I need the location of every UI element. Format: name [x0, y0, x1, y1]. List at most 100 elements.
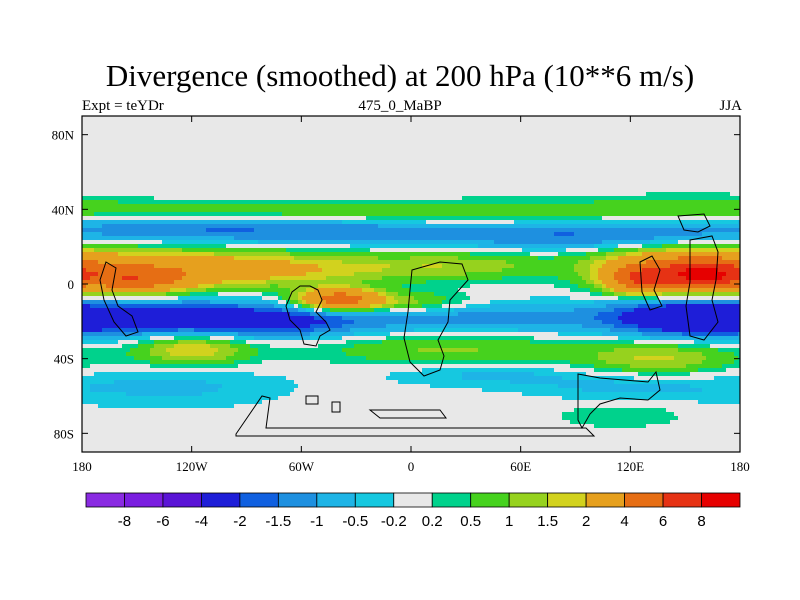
field-cell — [434, 176, 439, 181]
field-cell — [282, 212, 287, 217]
field-cell — [558, 224, 563, 229]
field-cell — [306, 204, 311, 209]
field-cell — [210, 212, 215, 217]
field-cell — [102, 140, 107, 145]
field-cell — [590, 116, 595, 121]
field-cell — [418, 132, 423, 137]
field-cell — [410, 192, 415, 197]
field-cell — [422, 188, 427, 193]
field-cell — [474, 172, 479, 177]
field-cell — [326, 204, 331, 209]
field-cell — [118, 220, 123, 225]
field-cell — [362, 184, 367, 189]
field-cell — [466, 224, 471, 229]
field-cell — [606, 120, 611, 125]
field-cell — [274, 216, 279, 221]
field-cell — [154, 132, 159, 137]
field-cell — [374, 156, 379, 161]
field-cell — [118, 228, 123, 233]
field-cell — [130, 196, 135, 201]
field-cell — [594, 188, 599, 193]
field-cell — [282, 204, 287, 209]
field-cell — [106, 192, 111, 197]
field-cell — [186, 208, 191, 213]
field-cell — [690, 148, 695, 153]
field-cell — [190, 188, 195, 193]
field-cell — [434, 232, 439, 237]
field-cell — [482, 196, 487, 201]
field-cell — [234, 236, 239, 241]
field-cell — [658, 192, 663, 197]
field-cell — [654, 140, 659, 145]
field-cell — [146, 216, 151, 221]
field-cell — [214, 172, 219, 177]
field-cell — [650, 228, 655, 233]
field-cell — [150, 136, 155, 141]
field-cell — [142, 180, 147, 185]
field-cell — [198, 180, 203, 185]
field-cell — [254, 128, 259, 133]
field-cell — [110, 224, 115, 229]
field-cell — [506, 184, 511, 189]
field-cell — [86, 228, 91, 233]
field-cell — [598, 180, 603, 185]
field-cell — [626, 204, 631, 209]
field-cell — [442, 136, 447, 141]
field-cell — [374, 116, 379, 121]
field-cell — [334, 164, 339, 169]
field-cell — [706, 208, 711, 213]
field-cell — [130, 164, 135, 169]
field-cell — [610, 188, 615, 193]
field-cell — [102, 148, 107, 153]
field-cell — [454, 192, 459, 197]
field-cell — [226, 208, 231, 213]
field-cell — [386, 176, 391, 181]
field-cell — [306, 232, 311, 237]
field-cell — [410, 228, 415, 233]
field-cell — [322, 132, 327, 137]
field-cell — [718, 132, 723, 137]
field-cell — [314, 164, 319, 169]
field-cell — [594, 216, 599, 221]
field-cell — [490, 196, 495, 201]
field-cell — [474, 176, 479, 181]
field-cell — [666, 220, 671, 225]
field-cell — [386, 156, 391, 161]
field-cell — [310, 176, 315, 181]
field-cell — [570, 196, 575, 201]
field-cell — [174, 120, 179, 125]
field-cell — [670, 228, 675, 233]
field-cell — [290, 128, 295, 133]
field-cell — [334, 116, 339, 121]
field-cell — [130, 168, 135, 173]
field-cell — [730, 128, 735, 133]
field-cell — [218, 188, 223, 193]
field-cell — [534, 172, 539, 177]
field-cell — [678, 232, 683, 237]
field-cell — [286, 152, 291, 157]
field-cell — [326, 160, 331, 165]
field-cell — [138, 236, 143, 241]
field-cell — [406, 204, 411, 209]
field-cell — [314, 200, 319, 205]
field-cell — [654, 192, 659, 197]
field-cell — [594, 140, 599, 145]
field-cell — [726, 168, 731, 173]
field-cell — [454, 132, 459, 137]
field-cell — [178, 176, 183, 181]
field-cell — [250, 160, 255, 165]
field-cell — [186, 168, 191, 173]
field-cell — [482, 116, 487, 121]
field-cell — [638, 208, 643, 213]
field-cell — [726, 152, 731, 157]
field-cell — [502, 224, 507, 229]
field-cell — [466, 176, 471, 181]
field-cell — [266, 156, 271, 161]
field-cell — [250, 128, 255, 133]
field-cell — [286, 136, 291, 141]
field-cell — [354, 188, 359, 193]
field-cell — [446, 212, 451, 217]
field-cell — [738, 136, 741, 141]
field-cell — [150, 224, 155, 229]
field-cell — [322, 216, 327, 221]
